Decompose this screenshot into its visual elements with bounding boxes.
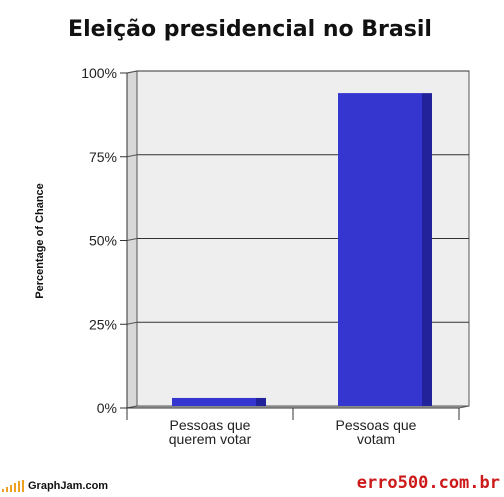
chart-title: Eleição presidencial no Brasil xyxy=(68,17,432,42)
bar-side xyxy=(256,397,266,406)
gridline-side xyxy=(126,154,138,158)
x-tick-label: votam xyxy=(357,431,395,447)
y-axis-label: Percentage of Chance xyxy=(34,183,46,299)
x-tick-label: querem votar xyxy=(169,431,252,447)
bar xyxy=(338,93,422,406)
gridline-side xyxy=(126,321,138,325)
signal-bars-icon xyxy=(2,480,24,492)
bar-side xyxy=(422,93,432,406)
y-tick-label: 0% xyxy=(97,400,117,416)
graphjam-logo: GraphJam.com xyxy=(2,476,108,496)
y-tick-label: 100% xyxy=(81,65,117,81)
gridline-side xyxy=(126,70,138,74)
x-tick-label: Pessoas que xyxy=(336,417,417,433)
y-tick-label: 75% xyxy=(89,149,117,165)
graphjam-brand: GraphJam.com xyxy=(28,480,109,492)
bar xyxy=(172,397,256,406)
x-tick-label: Pessoas que xyxy=(170,417,251,433)
y-tick-label: 25% xyxy=(89,316,117,332)
gridline-side xyxy=(126,238,138,241)
y-tick-label: 50% xyxy=(89,233,117,249)
chart: Eleição presidencial no Brasil Percentag… xyxy=(34,17,470,447)
erro500-brand: erro500.com.br xyxy=(356,473,500,493)
